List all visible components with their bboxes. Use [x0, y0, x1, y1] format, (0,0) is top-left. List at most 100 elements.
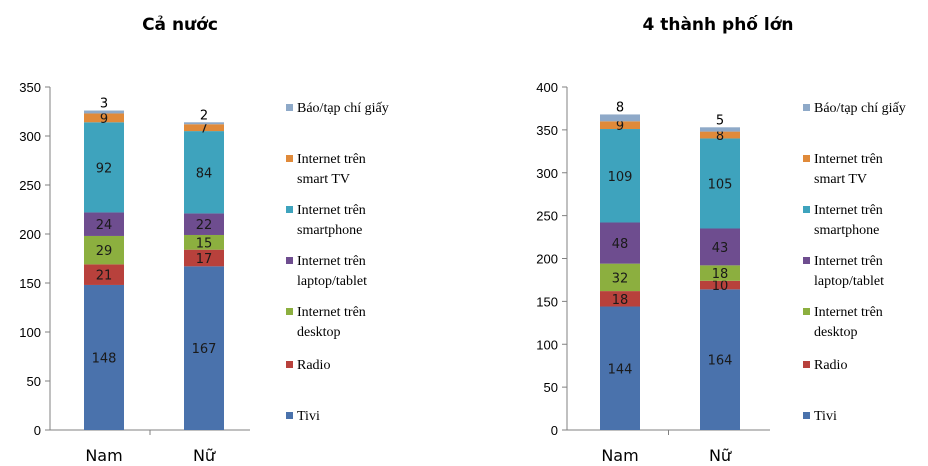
bar-nu-internet-tren-smart-tv: [700, 131, 740, 139]
bar-nam-internet-tren-desktop: [600, 263, 640, 292]
y-tick-label: 250: [536, 209, 558, 224]
bar-nam-tivi: [600, 306, 640, 430]
bar-nu-internet-tren-laptop-tablet: [700, 228, 740, 266]
legend-label-laptop: Internet trên: [814, 254, 883, 269]
legend-label-tivi: Tivi: [814, 409, 837, 424]
legend-label-smarttv: smart TV: [297, 172, 350, 187]
bar-nam-bao-tap-chi-giay: [600, 114, 640, 122]
data-label-nam-internet-tren-smartphone: 92: [96, 161, 113, 176]
legend-swatch-tivi: [803, 412, 810, 419]
bar-nu-internet-tren-smartphone: [184, 131, 224, 214]
data-label-nu-internet-tren-smartphone: 84: [196, 166, 213, 181]
x-category-label: Nữ: [193, 446, 216, 465]
y-tick-label: 50: [27, 374, 41, 389]
data-label-nu-internet-tren-smartphone: 105: [708, 177, 733, 192]
y-tick-label: 150: [19, 276, 41, 291]
chart-title: 4 thành phố lớn: [642, 14, 793, 35]
legend-entry-radio: Radio: [286, 358, 330, 373]
bar-nu-tivi: [184, 266, 224, 430]
data-label-nam-radio: 21: [96, 269, 113, 284]
data-label-nu-bao-tap-chi-giay: 2: [200, 108, 208, 123]
data-label-nu-internet-tren-desktop: 15: [196, 236, 213, 251]
y-tick-label: 150: [536, 294, 558, 309]
legend-label-smartphone: Internet trên: [814, 203, 883, 218]
bar-nu-internet-tren-smartphone: [700, 138, 740, 229]
data-label-nam-bao-tap-chi-giay: 8: [616, 100, 624, 115]
bar-nu-bao-tap-chi-giay: [700, 127, 740, 132]
legend-swatch-radio: [286, 361, 293, 368]
legend-swatch-smarttv: [803, 155, 810, 162]
legend-entry-smarttv: Internet trên smart TV: [803, 152, 883, 187]
data-label-nam-internet-tren-laptop-tablet: 24: [96, 218, 113, 233]
y-tick-label: 250: [19, 178, 41, 193]
bar-nu-radio: [184, 249, 224, 267]
bar-nu-internet-tren-laptop-tablet: [184, 213, 224, 235]
data-label-nu-internet-tren-laptop-tablet: 43: [712, 241, 729, 256]
legend-label-desktop: desktop: [297, 325, 341, 340]
chart-title: Cả nước: [142, 15, 218, 35]
bar-nam-internet-tren-laptop-tablet: [84, 212, 124, 236]
legend-label-smartphone: Internet trên: [297, 203, 366, 218]
bar-nam-radio: [84, 264, 124, 285]
legend-label-radio: Radio: [814, 358, 847, 373]
legend-label-bao: Báo/tạp chí giấy: [814, 101, 906, 116]
data-label-nam-internet-tren-desktop: 29: [96, 244, 113, 259]
y-tick-label: 400: [536, 80, 558, 95]
data-label-nu-tivi: 164: [708, 354, 733, 369]
legend-entry-smarttv: Internet trên smart TV: [286, 152, 366, 187]
bar-nam-internet-tren-smartphone: [600, 129, 640, 223]
y-tick-label: 300: [536, 166, 558, 181]
y-tick-label: 100: [19, 325, 41, 340]
legend-entry-smartphone: Internet trên smartphone: [286, 203, 366, 238]
bar-nam-tivi: [84, 284, 124, 430]
y-tick-label: 0: [34, 423, 41, 438]
data-label-nam-internet-tren-laptop-tablet: 48: [612, 237, 629, 252]
bar-nu-internet-tren-desktop: [700, 265, 740, 281]
legend-entry-bao: Báo/tạp chí giấy: [803, 101, 906, 116]
legend-label-desktop: Internet trên: [814, 305, 883, 320]
legend-label-laptop: laptop/tablet: [297, 274, 367, 289]
data-label-nu-tivi: 167: [192, 342, 217, 357]
y-tick-label: 350: [536, 123, 558, 138]
bar-nam-internet-tren-smartphone: [84, 122, 124, 213]
legend-label-desktop: Internet trên: [297, 305, 366, 320]
data-label-nam-tivi: 144: [608, 362, 633, 377]
x-category-label: Nữ: [709, 446, 732, 465]
y-tick-label: 50: [544, 380, 558, 395]
legend-swatch-bao: [286, 104, 293, 111]
legend-label-laptop: laptop/tablet: [814, 274, 884, 289]
legend-entry-smartphone: Internet trên smartphone: [803, 203, 883, 238]
legend-swatch-smartphone: [803, 206, 810, 213]
y-tick-label: 300: [19, 129, 41, 144]
legend-swatch-laptop: [286, 257, 293, 264]
data-label-nu-internet-tren-smart-tv: 8: [716, 129, 724, 144]
bar-nam-internet-tren-laptop-tablet: [600, 222, 640, 264]
legend-entry-radio: Radio: [803, 358, 847, 373]
bar-nu-tivi: [700, 289, 740, 430]
legend-entry-desktop: Internet trên desktop: [803, 305, 883, 340]
data-label-nam-internet-tren-desktop: 32: [612, 271, 629, 286]
data-label-nu-internet-tren-smart-tv: 7: [200, 122, 208, 137]
legend-entry-bao: Báo/tạp chí giấy: [286, 101, 389, 116]
legend-label-smarttv: Internet trên: [297, 152, 366, 167]
data-label-nam-internet-tren-smart-tv: 9: [100, 112, 108, 127]
y-tick-label: 100: [536, 337, 558, 352]
chart-4-thanh-pho-lon: 4 thành phố lớn 0 50 100 150 200 250 300 350 400 1…: [536, 14, 793, 465]
legend-label-laptop: Internet trên: [297, 254, 366, 269]
bar-nu-bao-tap-chi-giay: [184, 122, 224, 125]
data-label-nu-internet-tren-laptop-tablet: 22: [196, 218, 213, 233]
x-category-label: Nam: [85, 446, 122, 465]
y-tick-label: 200: [19, 227, 41, 242]
legend-label-desktop: desktop: [814, 325, 858, 340]
chart-ca-nuoc: Cả nước050100150200250300350148212924929…: [19, 15, 250, 465]
y-tick-label: 350: [19, 80, 41, 95]
legend-entry-desktop: Internet trên desktop: [286, 305, 366, 340]
legend-label-smartphone: smartphone: [297, 223, 362, 238]
data-label-nam-radio: 18: [612, 293, 629, 308]
bar-nam-radio: [600, 291, 640, 307]
legend-swatch-tivi: [286, 412, 293, 419]
data-label-nam-internet-tren-smart-tv: 9: [616, 119, 624, 134]
bar-nam-internet-tren-smart-tv: [600, 121, 640, 130]
